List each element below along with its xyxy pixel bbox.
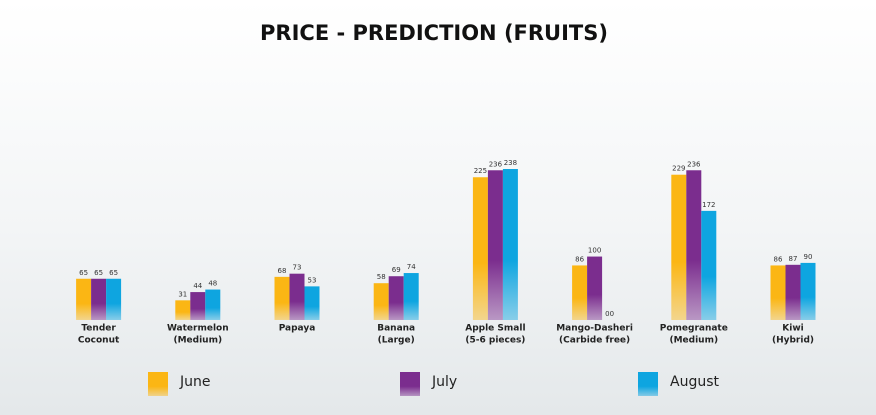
value-label: 65 xyxy=(109,269,118,277)
bar xyxy=(91,278,107,320)
bar xyxy=(770,265,786,320)
value-label: 73 xyxy=(293,264,302,272)
bar xyxy=(289,273,305,320)
x-tick-label: (Carbide free) xyxy=(559,336,630,346)
value-label: 00 xyxy=(605,310,614,318)
value-label: 86 xyxy=(774,255,783,263)
bar xyxy=(800,262,816,320)
value-label: 58 xyxy=(377,273,386,281)
value-label: 53 xyxy=(308,276,317,284)
value-label: 74 xyxy=(407,263,416,271)
bar xyxy=(785,264,801,320)
bar xyxy=(572,265,588,320)
x-tick-label: (Medium) xyxy=(669,336,718,346)
value-label: 236 xyxy=(687,160,701,168)
x-tick-label: (Large) xyxy=(378,336,415,346)
bar xyxy=(274,276,290,320)
x-tick-label: Banana xyxy=(377,324,415,334)
x-tick-label: Pomegranate xyxy=(660,324,728,334)
value-label: 65 xyxy=(79,269,88,277)
value-label: 90 xyxy=(804,253,813,261)
bar xyxy=(686,170,702,320)
bar xyxy=(205,289,221,320)
x-tick-label: Apple Small xyxy=(465,324,525,334)
x-tick-label: Tender xyxy=(81,324,116,334)
value-label: 229 xyxy=(672,165,685,173)
value-label: 65 xyxy=(94,269,103,277)
bar xyxy=(587,256,603,320)
bar xyxy=(472,177,488,320)
bar xyxy=(487,170,503,320)
bar xyxy=(190,292,206,320)
value-label: 69 xyxy=(392,266,401,274)
legend-label: July xyxy=(431,374,457,390)
value-label: 87 xyxy=(789,255,798,263)
bar xyxy=(106,278,122,320)
x-tick-label: (Medium) xyxy=(173,336,222,346)
value-label: 238 xyxy=(504,159,517,167)
value-label: 86 xyxy=(575,255,584,263)
value-label: 68 xyxy=(278,267,287,275)
bar xyxy=(701,210,717,320)
value-label: 172 xyxy=(702,201,715,209)
value-label: 31 xyxy=(178,290,187,298)
legend-swatch xyxy=(638,372,658,396)
x-tick-label: (Hybrid) xyxy=(772,336,814,346)
x-tick-label: (5-6 pieces) xyxy=(465,336,525,346)
x-tick-label: Kiwi xyxy=(782,324,803,334)
bar xyxy=(403,273,419,320)
bar xyxy=(671,174,687,320)
value-label: 236 xyxy=(489,160,503,168)
x-tick-label: Papaya xyxy=(279,324,316,334)
bar xyxy=(76,278,92,320)
value-label: 100 xyxy=(588,247,601,255)
legend-swatch xyxy=(400,372,420,396)
legend-label: August xyxy=(670,374,720,390)
chart-title: PRICE - PREDICTION (FRUITS) xyxy=(260,21,608,45)
value-label: 225 xyxy=(474,167,487,175)
bar xyxy=(502,169,518,320)
x-tick-label: Mango-Dasheri xyxy=(556,324,633,334)
value-label: 44 xyxy=(193,282,202,290)
bar xyxy=(388,276,404,320)
bar xyxy=(304,286,320,320)
x-tick-label: Coconut xyxy=(78,336,120,346)
bar xyxy=(175,300,191,320)
value-label: 48 xyxy=(208,280,217,288)
x-tick-label: Watermelon xyxy=(167,324,229,334)
bar xyxy=(373,283,389,320)
legend-swatch xyxy=(148,372,168,396)
legend-label: June xyxy=(179,374,211,390)
